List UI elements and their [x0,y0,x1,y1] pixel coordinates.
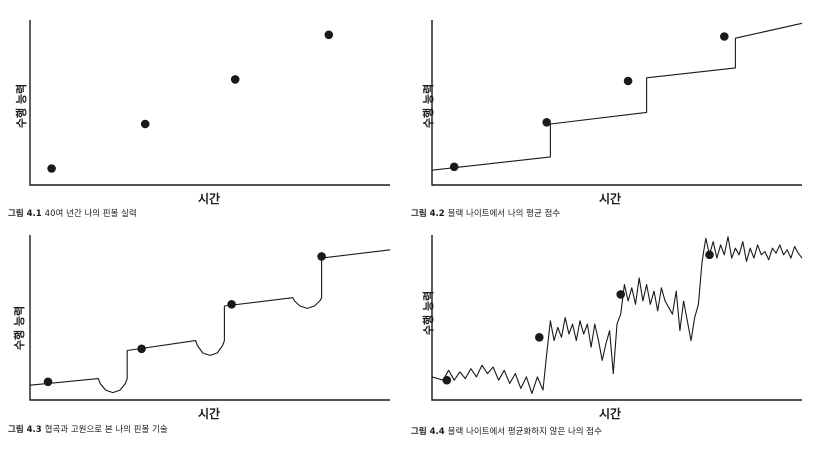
chart-plot-2 [431,20,803,186]
figure-number: 그림 4.1 [8,209,42,219]
x-axis-label: 시간 [599,192,622,206]
axes [431,235,802,401]
figure-caption: 그림 4.2 블랙 나이트에서 나의 평균 점수 [411,207,560,219]
figure-caption-text: 블랙 나이트에서 평균화하지 않은 나의 점수 [447,427,602,437]
data-point [43,377,53,387]
data-point [720,32,729,41]
axes [431,20,802,186]
chart-panel-1: 수행 능력 시간 그림 4.1 40여 년간 나의 핀볼 실력 [0,0,410,225]
chart-panel-2: 수행 능력 시간 그림 4.2 블랙 나이트에서 나의 평균 점수 [410,0,819,225]
x-axis-label: 시간 [599,407,622,421]
y-axis-label: 수행 능력 [15,83,28,129]
y-axis-label: 수행 능력 [422,83,435,129]
data-point [442,375,452,385]
figure-number: 그림 4.3 [8,425,42,435]
figure-caption-text: 40여 년간 나의 핀볼 실력 [44,209,137,219]
data-point [705,250,714,260]
data-point [324,30,334,40]
data-point [449,162,459,172]
data-point [230,75,240,84]
data-point [623,76,633,86]
chart-plot-1 [29,20,390,186]
figure-caption: 그림 4.1 40여 년간 나의 핀볼 실력 [8,207,137,219]
data-point [317,252,326,261]
data-point [542,118,551,127]
data-point [140,119,150,129]
data-point [227,300,236,309]
y-axis-label: 수행 능력 [13,305,26,351]
data-point [137,344,146,354]
y-axis-label: 수행 능력 [422,290,435,336]
figure-number: 그림 4.2 [411,209,445,219]
chart-panel-3: 수행 능력 시간 그림 4.3 협곡과 고원으로 본 나의 핀볼 기술 [0,225,410,451]
chart-panel-4: 수행 능력 시간 그림 4.4 블랙 나이트에서 평균화하지 않은 나의 점수 [410,225,819,451]
figure-caption: 그림 4.3 협곡과 고원으로 본 나의 핀볼 기술 [8,423,168,435]
chart-plot-4 [431,235,803,401]
figure-number: 그림 4.4 [411,427,445,437]
axes [29,20,390,186]
axes [29,235,390,401]
figure-caption-text: 협곡과 고원으로 본 나의 핀볼 기술 [44,425,168,435]
data-point [535,333,544,342]
x-axis-label: 시간 [198,407,221,421]
data-point [616,290,625,299]
series-line [29,249,391,394]
figure-caption-text: 블랙 나이트에서 나의 평균 점수 [447,209,561,219]
chart-plot-3 [29,235,391,401]
series-line [431,22,803,171]
series-line [431,236,803,394]
data-point [47,164,56,173]
x-axis-label: 시간 [198,192,221,206]
figure-caption: 그림 4.4 블랙 나이트에서 평균화하지 않은 나의 점수 [411,425,602,437]
